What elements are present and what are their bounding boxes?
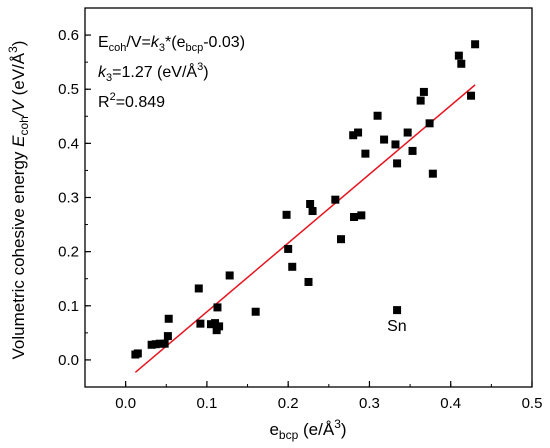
- data-point: [393, 159, 402, 168]
- data-point: [225, 271, 234, 280]
- x-axis-ticks: 0.0 0.1 0.2 0.3 0.4 0.5: [84, 381, 543, 412]
- data-point: [408, 146, 417, 155]
- y-axis-label: Volumetric cohesive energy Ecoh/V (eV/Å3…: [6, 41, 31, 360]
- x-tick-label: 0.4: [440, 395, 461, 412]
- y-tick-label: 0.5: [58, 81, 79, 98]
- regression-line: [134, 84, 476, 373]
- data-point: [164, 314, 173, 323]
- x-tick-label: 0.0: [115, 395, 136, 412]
- x-tick-label: 0.1: [196, 395, 217, 412]
- data-point: [155, 339, 164, 348]
- y-tick-label: 0.1: [58, 298, 79, 315]
- x-tick-label: 0.3: [359, 395, 380, 412]
- data-point: [215, 322, 224, 331]
- data-point: [196, 319, 205, 328]
- data-point: [194, 284, 203, 293]
- data-point: [206, 320, 215, 329]
- data-point: [428, 169, 437, 178]
- k3-value: k3=1.27 (eV/Å3): [98, 61, 209, 84]
- data-point: [306, 199, 315, 208]
- data-point: [251, 307, 260, 316]
- data-point: [393, 306, 402, 315]
- data-point: [288, 262, 297, 271]
- data-point: [425, 119, 434, 128]
- data-point: [457, 59, 466, 68]
- y-tick-label: 0.0: [58, 352, 79, 369]
- data-points: [131, 40, 480, 359]
- data-point: [308, 207, 317, 216]
- data-point: [471, 40, 480, 49]
- data-point: [211, 319, 220, 328]
- y-tick-label: 0.4: [58, 135, 79, 152]
- fit-line: [134, 84, 476, 373]
- data-point: [454, 51, 463, 60]
- data-point: [282, 210, 291, 219]
- data-point: [133, 349, 142, 358]
- data-point: [213, 303, 222, 312]
- x-tick-label: 0.2: [278, 395, 299, 412]
- data-point: [304, 277, 313, 286]
- data-point: [337, 235, 346, 244]
- data-point: [357, 211, 366, 220]
- data-point: [147, 340, 156, 349]
- data-point: [403, 128, 412, 137]
- y-tick-label: 0.3: [58, 190, 79, 207]
- data-point: [151, 340, 160, 349]
- x-tick-label: 0.5: [522, 395, 543, 412]
- data-point: [349, 131, 358, 140]
- data-point: [160, 339, 169, 348]
- x-axis-label: ebcp (e/Å3): [269, 417, 346, 442]
- y-tick-label: 0.6: [58, 27, 79, 44]
- data-point: [361, 149, 370, 158]
- data-point: [354, 128, 363, 137]
- sn-label: Sn: [387, 318, 407, 335]
- r-squared: R2=0.849: [98, 91, 165, 111]
- data-point: [373, 111, 382, 120]
- data-point: [163, 332, 172, 341]
- data-point: [331, 195, 340, 204]
- data-point: [350, 212, 359, 221]
- data-point: [284, 244, 293, 253]
- data-point: [467, 91, 476, 100]
- data-point: [419, 87, 428, 96]
- y-axis-ticks: 0.0 0.1 0.2 0.3 0.4 0.5 0.6: [58, 7, 91, 388]
- y-tick-label: 0.2: [58, 244, 79, 261]
- data-point: [391, 140, 400, 149]
- data-point: [416, 96, 425, 105]
- fit-equation: Ecoh/V=k3*(ebcp-0.03): [98, 34, 245, 54]
- data-point: [380, 135, 389, 144]
